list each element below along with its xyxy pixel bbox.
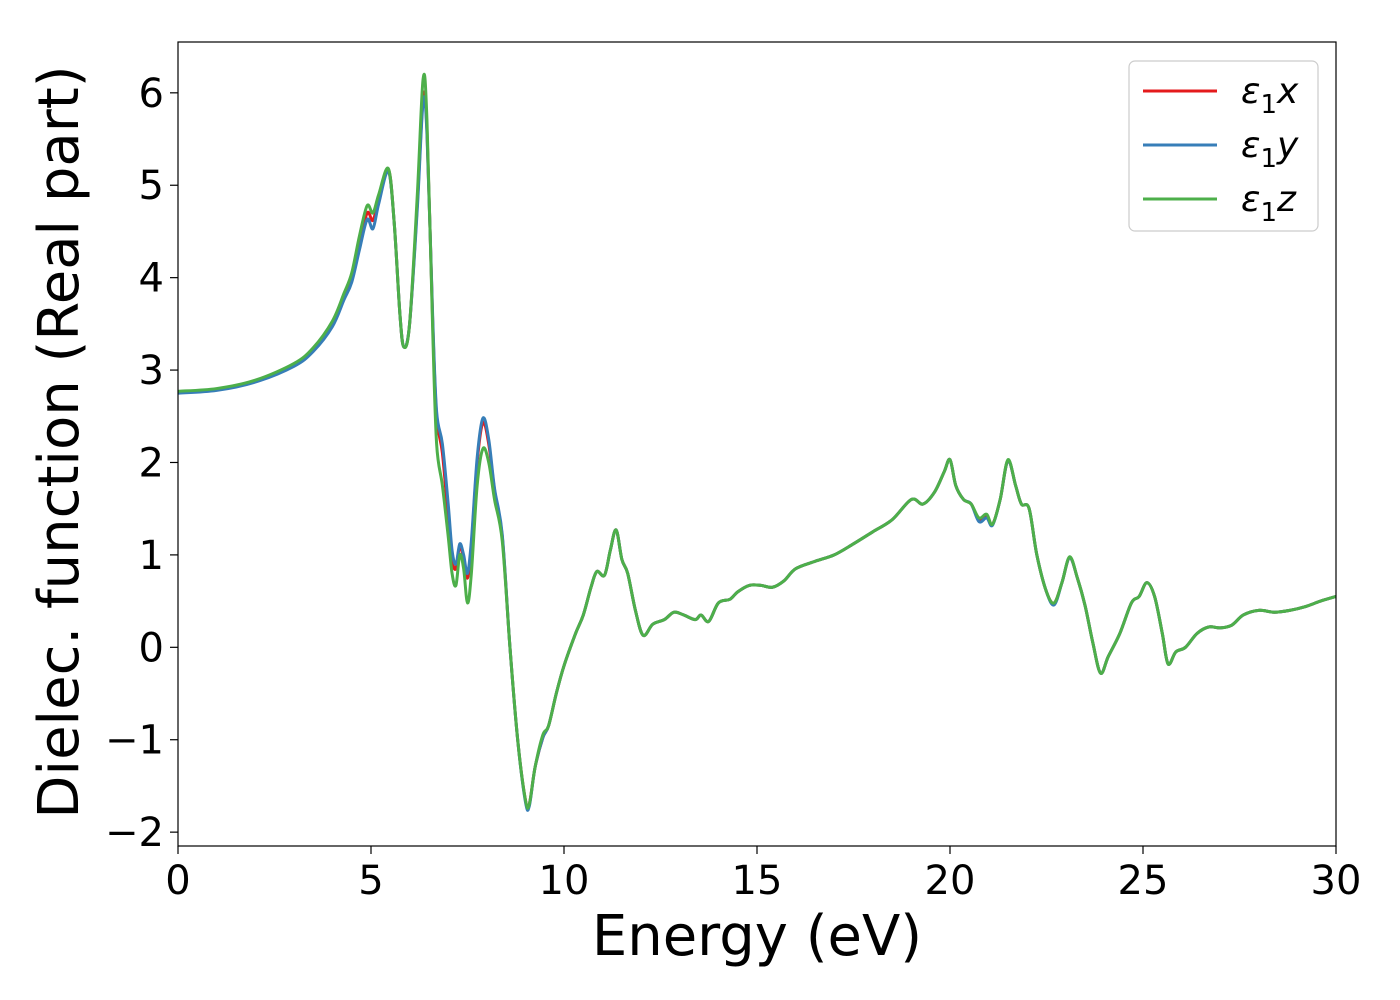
series-line-z [178, 72, 1336, 810]
x-tick-label: 20 [925, 858, 976, 904]
y-tick-label: 3 [139, 348, 164, 394]
legend-box [1128, 60, 1319, 232]
y-tick-label: 6 [139, 71, 164, 117]
x-tick-label: 5 [358, 858, 383, 904]
legend: ε1x ε1y ε1z [1128, 60, 1319, 232]
x-tick-label: 10 [539, 858, 590, 904]
x-tick-label: 0 [165, 858, 190, 904]
y-axis-title: Dielec. function (Real part) [27, 65, 92, 818]
axis-ticks: 0 5 10 15 20 25 30 −2 −1 0 1 2 3 4 5 6 [105, 71, 1361, 904]
legend-label: ε1y [1241, 125, 1299, 174]
y-tick-label: −2 [105, 810, 164, 856]
x-tick-label: 30 [1311, 858, 1362, 904]
legend-label: ε1z [1241, 179, 1297, 228]
y-tick-label: −1 [105, 718, 164, 764]
y-tick-label: 2 [139, 440, 164, 486]
x-tick-label: 25 [1118, 858, 1169, 904]
y-tick-label: 5 [139, 163, 164, 209]
plot-frame [177, 41, 1337, 847]
y-tick-label: 0 [139, 625, 164, 671]
legend-item-z: ε1z [1143, 179, 1297, 228]
legend-label: ε1x [1241, 71, 1299, 120]
y-tick-label: 1 [139, 533, 164, 579]
y-tick-label: 4 [139, 256, 164, 302]
x-tick-label: 15 [732, 858, 783, 904]
legend-item-x: ε1x [1143, 71, 1299, 120]
legend-item-y: ε1y [1143, 125, 1299, 174]
x-axis-title: Energy (eV) [592, 904, 922, 969]
plot-lines [178, 72, 1336, 812]
